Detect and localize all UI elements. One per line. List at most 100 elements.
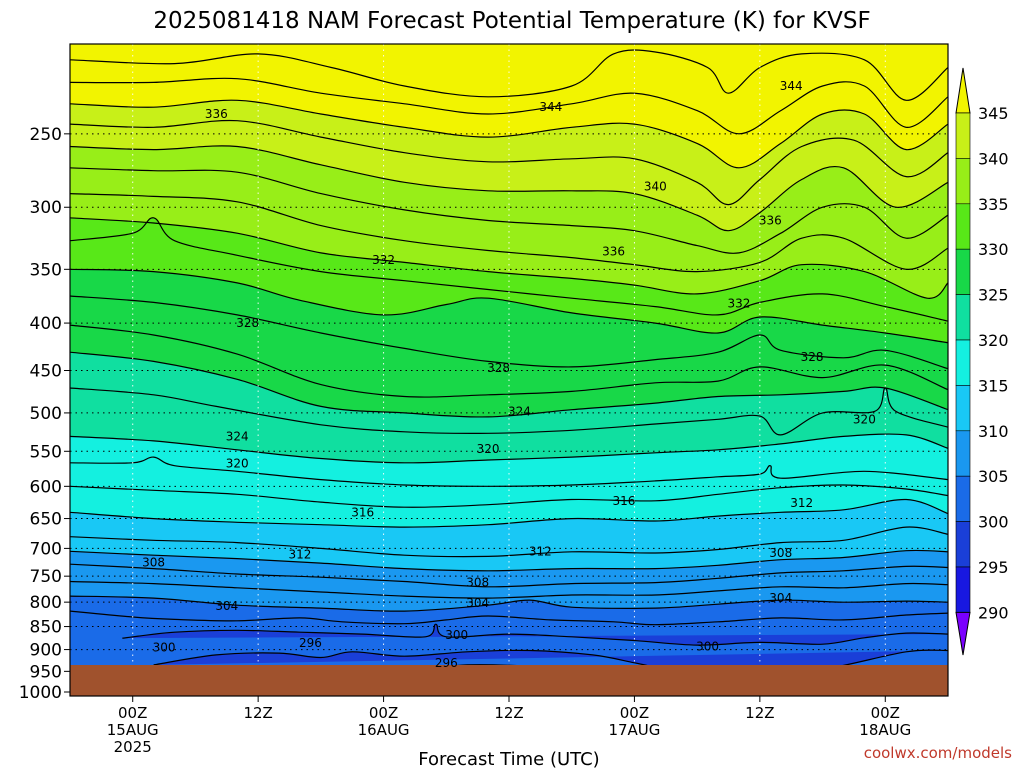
x-tick-label: 12Z	[745, 704, 774, 722]
x-tick-label: 12Z	[243, 704, 272, 722]
credit-text: coolwx.com/models	[864, 744, 1012, 762]
x-tick-label: 16AUG	[358, 721, 410, 739]
y-tick-label: 450	[30, 361, 62, 381]
colorbar-label: 315	[978, 376, 1009, 395]
contour-label-group: 312	[288, 548, 311, 562]
contour-label: 328	[236, 316, 259, 330]
contour-label-group: 332	[727, 296, 750, 310]
x-tick-label: 00Z	[369, 704, 398, 722]
contour-label: 300	[696, 639, 719, 653]
contour-label-group: 328	[801, 350, 824, 364]
colorbar-segment	[955, 158, 971, 205]
contour-label-group: 336	[602, 245, 625, 259]
y-tick-label: 600	[30, 477, 62, 497]
colorbar: 345 340 335 330 325 320 315 310 305 300 295 290	[955, 67, 1009, 656]
contour-label: 312	[529, 544, 552, 558]
contour-label: 304	[769, 591, 792, 605]
contour-label-group: 324	[508, 404, 531, 418]
contour-label-group: 312	[529, 544, 552, 558]
contour-label: 332	[727, 296, 750, 310]
colorbar-segment	[955, 430, 971, 477]
isentrope-316	[70, 484, 948, 508]
contour-label-group: 300	[696, 639, 719, 653]
x-tick-label: 00Z	[620, 704, 649, 722]
contour-label-group: 336	[759, 213, 782, 227]
colorbar-label: 345	[978, 104, 1009, 123]
contour-label-group: 344	[539, 100, 562, 114]
colorbar-segment	[955, 521, 971, 568]
x-axis-label: Forecast Time (UTC)	[418, 749, 599, 768]
contour-label-group: 300	[153, 640, 176, 654]
contour-label: 336	[602, 245, 625, 259]
contour-label: 296	[299, 636, 322, 650]
contour-label-group: 336	[205, 107, 228, 121]
colorbar-label: 305	[978, 467, 1009, 486]
cold-pool-300	[122, 624, 948, 646]
contour-label-group: 308	[769, 546, 792, 560]
contour-label: 304	[466, 596, 489, 610]
colorbar-segment	[955, 339, 971, 386]
isentrope-310	[70, 549, 948, 572]
contour-label-group: 316	[351, 505, 374, 519]
y-tick-label: 700	[30, 539, 62, 559]
contour-label: 328	[487, 361, 510, 375]
contour-label: 308	[142, 556, 165, 570]
x-tick-label: 00Z	[118, 704, 147, 722]
x-tick-label: 2025	[114, 738, 152, 756]
contour-label: 320	[477, 442, 500, 456]
isentrope-304	[70, 595, 948, 612]
y-tick-label: 1000	[19, 683, 62, 703]
colorbar-segment	[955, 294, 971, 341]
contour-label: 344	[780, 79, 803, 93]
pressure-axis: 250 300 350 400 450 500 550 600 650 700 750 800 850 9…	[19, 125, 70, 703]
colorbar-label: 310	[978, 422, 1009, 441]
contour-label: 308	[466, 576, 489, 590]
isentrope-328	[70, 295, 948, 370]
isentrope-336	[70, 193, 948, 273]
colorbar-segment	[955, 385, 971, 432]
contour-label: 336	[205, 107, 228, 121]
contour-label: 300	[153, 640, 176, 654]
contour-label: 316	[613, 494, 636, 508]
contour-label: 308	[769, 546, 792, 560]
y-tick-label: 800	[30, 593, 62, 613]
contour-label-group: 300	[445, 628, 468, 642]
x-tick-label: 00Z	[871, 704, 900, 722]
contour-label: 320	[853, 412, 876, 426]
isentrope-300	[122, 623, 948, 646]
contour-label: 300	[445, 628, 468, 642]
contour-label-group: 296	[435, 656, 458, 670]
plot-area: 336 344 344 340 336 336 332 332 328 328 328 324 320 3…	[70, 44, 948, 696]
isentrope-346	[70, 77, 948, 135]
contour-label-group: 304	[466, 596, 489, 610]
colorbar-segment	[955, 112, 971, 159]
contour-label-group: 316	[613, 494, 636, 508]
colorbar-segment	[955, 475, 971, 522]
y-tick-label: 350	[30, 260, 62, 280]
contour-label: 320	[226, 457, 249, 471]
contour-label: 340	[644, 180, 667, 194]
colorbar-label: 335	[978, 195, 1009, 214]
isentrope-322	[70, 387, 948, 436]
contour-label-group: 308	[466, 576, 489, 590]
isentrope-318	[70, 456, 948, 487]
isentrope-330	[70, 268, 948, 344]
contour-label: 316	[351, 505, 374, 519]
y-tick-label: 900	[30, 641, 62, 661]
colorbar-label: 295	[978, 558, 1009, 577]
contour-label-group: 324	[226, 429, 249, 443]
contour-label: 312	[790, 496, 813, 510]
isentrope-334	[70, 217, 948, 299]
contour-label-group: 344	[780, 79, 803, 93]
contour-label: 324	[508, 404, 531, 418]
y-tick-label: 850	[30, 618, 62, 638]
colorbar-label: 325	[978, 286, 1009, 305]
x-tick-label: 18AUG	[859, 721, 911, 739]
isentrope-348	[70, 49, 948, 101]
y-tick-label: 250	[30, 125, 62, 145]
x-tick-label: 17AUG	[608, 721, 660, 739]
colorbar-max-arrow	[955, 67, 971, 114]
colorbar-label: 340	[978, 149, 1009, 168]
